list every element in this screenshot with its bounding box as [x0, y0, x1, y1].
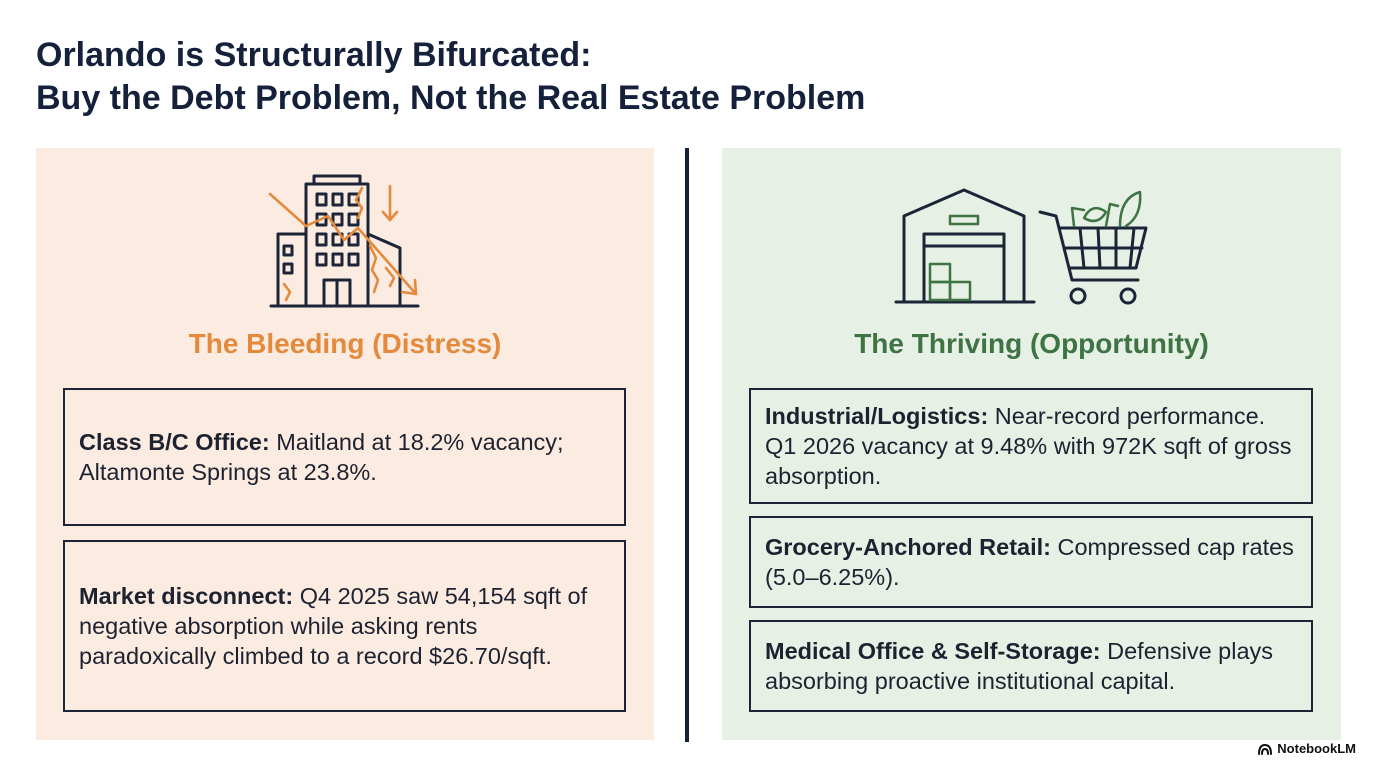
card-text: Defensive plays absorbing proactive inst…: [765, 638, 1274, 694]
distress-heading: The Bleeding (Distress): [188, 328, 502, 359]
page-title: Orlando is Structurally Bifurcated: Buy …: [36, 34, 865, 120]
distress-card-office: Class B/C Office: Maitland at 18.2% vaca…: [63, 388, 626, 526]
card-text: Maitland at 18.2% vacancy; Altamonte Spr…: [79, 429, 564, 485]
opportunity-heading: The Thriving (Opportunity): [854, 328, 1209, 359]
notebooklm-logo-icon: [1258, 743, 1273, 755]
cracked-office-building-declining-arrow-icon: [268, 174, 420, 308]
card-label: Industrial/Logistics:: [765, 403, 989, 429]
card-text: Near-record performance. Q1 2026 vacancy…: [765, 403, 1292, 489]
grocery-cart-icon: [1038, 210, 1148, 305]
card-label: Class B/C Office:: [79, 429, 270, 455]
opportunity-panel: The Thriving (Opportunity) Industrial/Lo…: [722, 148, 1341, 740]
brand-watermark: NotebookLM: [1257, 741, 1356, 756]
distress-panel: The Bleeding (Distress) Class B/C Office…: [36, 148, 654, 740]
title-line-1: Orlando is Structurally Bifurcated:: [36, 36, 592, 74]
warehouse-icon: [894, 188, 1036, 304]
card-text: Q4 2025 saw 54,154 sqft of negative abso…: [79, 583, 588, 669]
distress-card-market: Market disconnect: Q4 2025 saw 54,154 sq…: [63, 540, 626, 712]
brand-name: NotebookLM: [1277, 741, 1356, 756]
title-line-2: Buy the Debt Problem, Not the Real Estat…: [36, 79, 866, 117]
warehouse-and-grocery-cart-icon: [894, 188, 1148, 305]
card-label: Grocery-Anchored Retail:: [765, 534, 1051, 560]
opportunity-card-industrial: Industrial/Logistics: Near-record perfor…: [749, 388, 1313, 504]
card-label: Market disconnect:: [79, 583, 294, 609]
opportunity-card-retail: Grocery-Anchored Retail: Compressed cap …: [749, 516, 1313, 608]
card-label: Medical Office & Self-Storage:: [765, 638, 1101, 664]
center-divider: [685, 148, 689, 742]
card-text: Compressed cap rates (5.0–6.25%).: [765, 534, 1294, 590]
opportunity-card-medical: Medical Office & Self-Storage: Defensive…: [749, 620, 1313, 712]
